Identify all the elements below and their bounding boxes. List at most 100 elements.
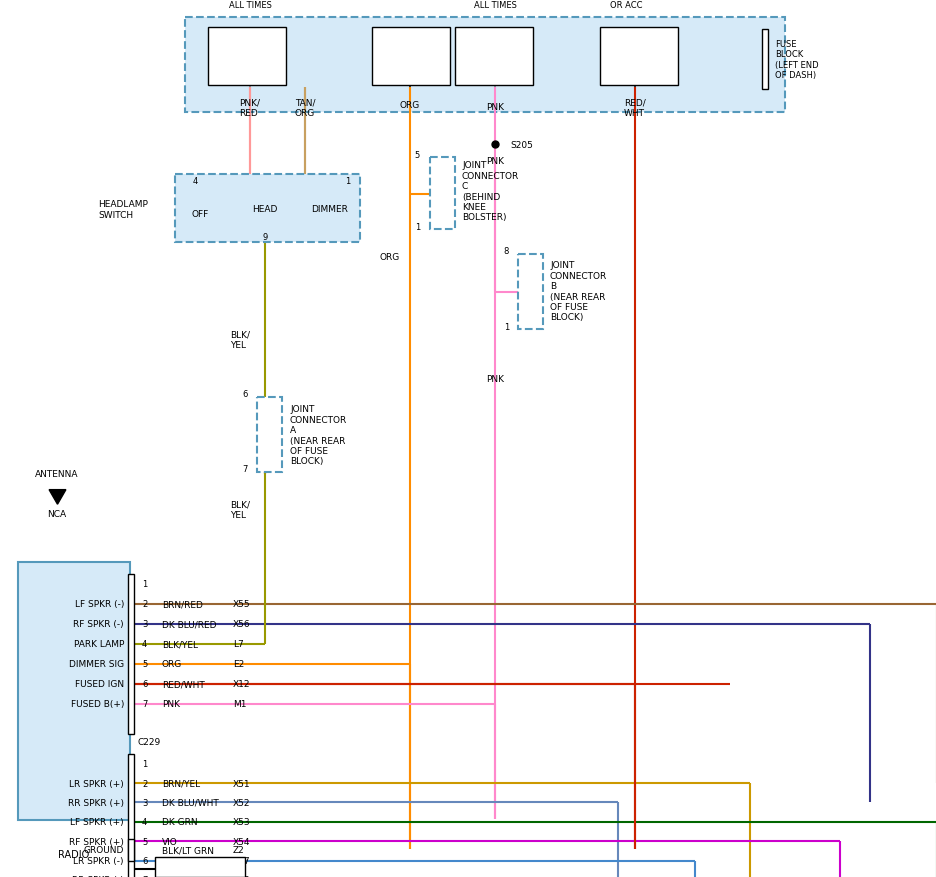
Text: RED/WHT: RED/WHT — [162, 680, 205, 688]
Text: X12: X12 — [233, 680, 250, 688]
Text: RADIO: RADIO — [58, 849, 90, 859]
Text: FUSED IGN: FUSED IGN — [75, 680, 124, 688]
Bar — [184, 18, 784, 113]
Text: 1: 1 — [142, 759, 147, 768]
Text: 1: 1 — [504, 323, 508, 332]
Text: DIMMER SIG: DIMMER SIG — [69, 660, 124, 669]
Text: NCA: NCA — [48, 510, 66, 519]
Text: DK GRN: DK GRN — [162, 817, 197, 826]
Text: X52: X52 — [233, 798, 250, 807]
Text: 1: 1 — [415, 224, 419, 232]
Text: 6: 6 — [142, 856, 147, 865]
Text: VIO: VIO — [162, 837, 178, 845]
Text: 3: 3 — [142, 620, 147, 629]
Text: FUSE 13
5A: FUSE 13 5A — [392, 47, 430, 67]
Text: 7: 7 — [142, 700, 147, 709]
Text: JOINT
CONNECTOR
A
(NEAR REAR
OF FUSE
BLOCK): JOINT CONNECTOR A (NEAR REAR OF FUSE BLO… — [289, 405, 347, 466]
Text: FUSE 7
10A: FUSE 7 10A — [622, 47, 654, 67]
Text: E2: E2 — [233, 660, 244, 669]
Text: Z2: Z2 — [233, 845, 244, 854]
Bar — [256, 397, 282, 473]
Text: BRN/RED: BRN/RED — [162, 600, 203, 609]
Text: 4: 4 — [142, 817, 147, 826]
Text: DK BLU/RED: DK BLU/RED — [162, 620, 216, 629]
Text: 6: 6 — [142, 680, 147, 688]
Bar — [430, 158, 455, 230]
Text: JOINT
CONNECTOR
C
(BEHIND
KNEE
BOLSTER): JOINT CONNECTOR C (BEHIND KNEE BOLSTER) — [461, 161, 519, 222]
Text: BRN/LT BLU: BRN/LT BLU — [162, 856, 213, 865]
Bar — [599, 28, 678, 86]
Text: X51: X51 — [233, 779, 250, 788]
Text: BLK/LT GRN: BLK/LT GRN — [162, 845, 213, 854]
Text: PNK: PNK — [486, 157, 504, 167]
Bar — [154, 857, 244, 877]
Text: FUSE
BLOCK
(LEFT END
OF DASH): FUSE BLOCK (LEFT END OF DASH) — [774, 39, 818, 80]
Text: LR SPKR (+): LR SPKR (+) — [69, 779, 124, 788]
Text: BLK/YEL: BLK/YEL — [162, 639, 197, 649]
Text: 2: 2 — [142, 600, 147, 609]
Text: HEADLAMP
SWITCH: HEADLAMP SWITCH — [98, 200, 148, 219]
Text: 5: 5 — [142, 660, 147, 669]
Text: FUSE 17
15A: FUSE 17 15A — [475, 47, 512, 67]
Text: 9: 9 — [262, 233, 268, 242]
Text: PNK: PNK — [486, 375, 504, 384]
Text: X56: X56 — [233, 620, 250, 629]
Bar — [518, 254, 543, 330]
Text: 3: 3 — [142, 798, 147, 807]
Text: 1: 1 — [345, 177, 350, 186]
Text: BLK/
YEL: BLK/ YEL — [229, 500, 250, 519]
Text: PNK: PNK — [162, 700, 180, 709]
Text: ORG: ORG — [379, 253, 400, 262]
Text: X54: X54 — [233, 837, 250, 845]
Text: 4: 4 — [192, 177, 197, 186]
Text: RF SPKR (-): RF SPKR (-) — [73, 620, 124, 629]
Text: FUSE 18
15A: FUSE 18 15A — [228, 47, 266, 67]
Text: RF SPKR (+): RF SPKR (+) — [69, 837, 124, 845]
Text: L7: L7 — [233, 639, 243, 649]
Text: LR SPKR (-): LR SPKR (-) — [73, 856, 124, 865]
Text: RR SPKR (-): RR SPKR (-) — [72, 875, 124, 877]
Text: X55: X55 — [233, 600, 250, 609]
Bar — [455, 28, 533, 86]
Text: LF SPKR (-): LF SPKR (-) — [75, 600, 124, 609]
Text: ORG: ORG — [162, 660, 183, 669]
Text: PARK LAMP: PARK LAMP — [74, 639, 124, 649]
Text: LF SPKR (+): LF SPKR (+) — [70, 817, 124, 826]
Bar — [208, 28, 285, 86]
Text: PNK: PNK — [486, 103, 504, 112]
Text: RED/
WHT: RED/ WHT — [623, 98, 645, 118]
Text: 2: 2 — [142, 779, 147, 788]
Text: C229: C229 — [138, 738, 161, 746]
Text: HOT AT
ALL TIMES: HOT AT ALL TIMES — [473, 0, 516, 10]
Text: 5: 5 — [142, 837, 147, 845]
Bar — [372, 28, 449, 86]
Text: 4: 4 — [142, 639, 147, 649]
Text: BLK/
YEL: BLK/ YEL — [229, 330, 250, 349]
Text: M1: M1 — [233, 700, 246, 709]
Text: 8: 8 — [503, 247, 508, 256]
Bar — [761, 30, 768, 90]
Text: ANTENNA: ANTENNA — [35, 470, 79, 479]
Text: ORG: ORG — [400, 100, 419, 110]
Text: OFF: OFF — [191, 210, 209, 219]
Text: PNK/
RED: PNK/ RED — [240, 98, 260, 118]
Text: HOT AT
ALL TIMES: HOT AT ALL TIMES — [228, 0, 271, 10]
Bar — [128, 574, 134, 734]
Bar — [18, 562, 130, 820]
Bar — [175, 175, 359, 243]
Text: X58: X58 — [233, 875, 250, 877]
Text: JOINT
CONNECTOR
B
(NEAR REAR
OF FUSE
BLOCK): JOINT CONNECTOR B (NEAR REAR OF FUSE BLO… — [549, 261, 607, 322]
Text: HOT IN RUN
OR ACC: HOT IN RUN OR ACC — [609, 0, 660, 10]
Text: DK BLU/ORG: DK BLU/ORG — [162, 875, 218, 877]
Text: 5: 5 — [415, 150, 419, 160]
Text: HEAD: HEAD — [252, 205, 277, 214]
Bar — [128, 754, 134, 877]
Text: S205: S205 — [509, 140, 533, 149]
Text: RR SPKR (+): RR SPKR (+) — [68, 798, 124, 807]
Text: 1: 1 — [142, 580, 147, 588]
Text: DK BLU/WHT: DK BLU/WHT — [162, 798, 218, 807]
Text: GROUND: GROUND — [83, 845, 124, 854]
Text: X53: X53 — [233, 817, 250, 826]
Text: FUSED B(+): FUSED B(+) — [70, 700, 124, 709]
Text: BRN/YEL: BRN/YEL — [162, 779, 200, 788]
